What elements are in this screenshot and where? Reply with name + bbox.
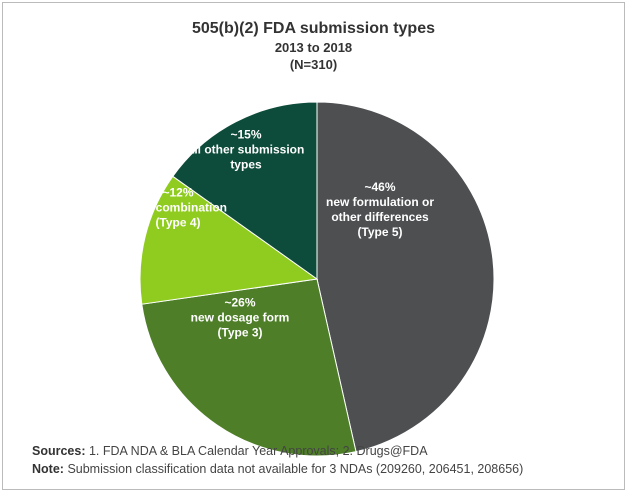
pie-slice [141, 278, 357, 457]
pie-slice [172, 101, 318, 280]
footnote-text: 1. FDA NDA & BLA Calendar Year Approvals… [88, 444, 428, 458]
value-label: ~26% [224, 295, 256, 310]
slice-label: ~26% new dosage form (Type 3) [180, 296, 300, 341]
slice-label: ~12% new combination (Type 4) [118, 186, 238, 231]
value-label: ~15% [230, 127, 262, 142]
sample-size: (N=310) [289, 57, 338, 72]
category-label: new dosage form (Type 3) [190, 310, 290, 340]
slice-label: ~15% all other submission types [186, 128, 306, 173]
value-label: ~12% [162, 185, 194, 200]
pie-slice [316, 101, 495, 453]
category-label: all other submission types [187, 142, 305, 172]
footnote-label: Sources: [32, 444, 86, 458]
footnote-text: Submission classification data not avail… [67, 462, 524, 476]
slice-label: ~46% new formulation or other differences… [320, 180, 440, 240]
value-label: ~46% [364, 180, 396, 194]
footnote: Note: Submission classification data not… [32, 462, 523, 476]
footnote-label: Note: [32, 462, 64, 476]
pie-slice [139, 175, 319, 305]
category-label: new formulation or other differences (Ty… [326, 195, 434, 239]
category-label: new combination (Type 4) [128, 200, 227, 230]
footnote: Sources: 1. FDA NDA & BLA Calendar Year … [32, 444, 428, 458]
chart-subtitle: 2013 to 2018 [274, 40, 353, 55]
chart-title: 505(b)(2) FDA submission types [191, 20, 435, 37]
